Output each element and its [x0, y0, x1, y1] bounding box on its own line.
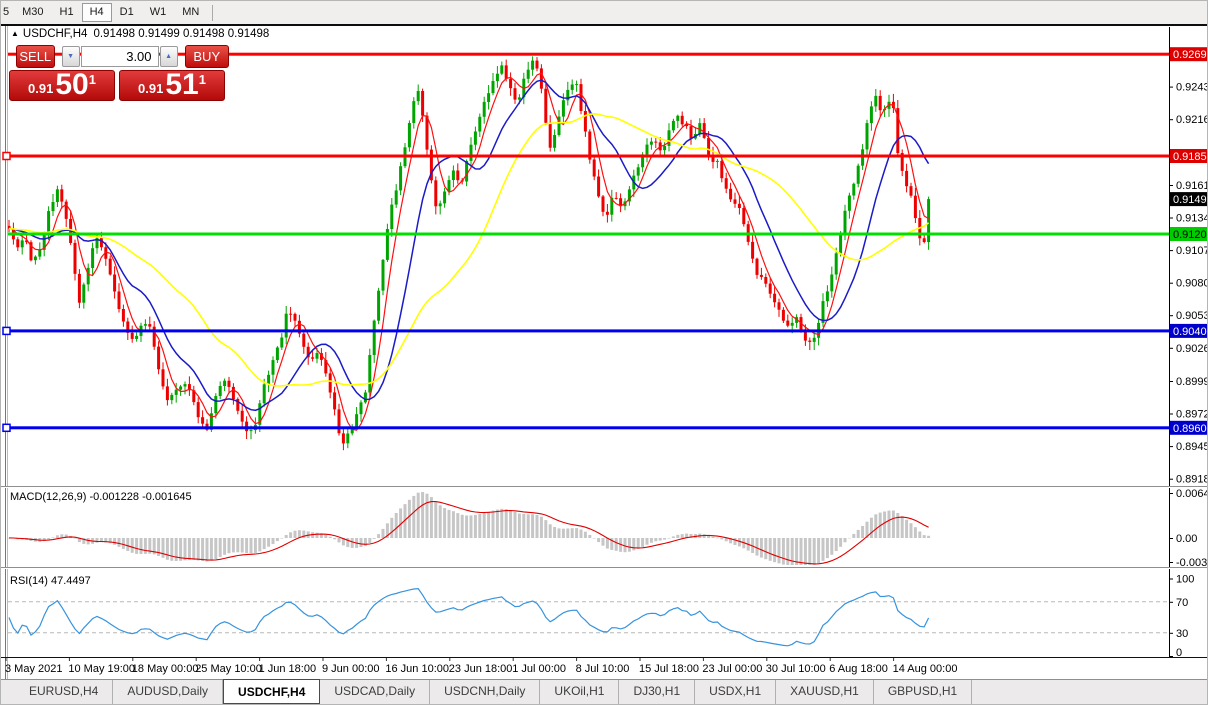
chart-tab-audusd[interactable]: AUDUSD,Daily	[113, 680, 224, 704]
sell-price-big: 50	[55, 68, 89, 101]
chart-window	[1, 24, 1207, 681]
chart-tab-usdcad[interactable]: USDCAD,Daily	[320, 680, 431, 704]
toolbar-separator	[212, 4, 214, 21]
chart-tab-bar: EURUSD,H4 AUDUSD,Daily USDCHF,H4 USDCAD,Dai…	[1, 679, 1207, 704]
buy-button[interactable]: BUY	[184, 45, 229, 68]
symbol-label: USDCHF,H4	[22, 28, 88, 40]
sell-price-sup: 1	[88, 72, 96, 87]
chart-tab-usdx[interactable]: USDX,H1	[695, 680, 777, 704]
collapse-arrow-icon[interactable]: ▲	[11, 29, 19, 38]
timeframe-button-m30[interactable]: M30	[14, 3, 51, 22]
triangle-down-icon: ▼	[67, 53, 74, 60]
chart-title: ▲ USDCHF,H4 0.91498 0.91499 0.91498 0.9149…	[11, 28, 269, 40]
timeframe-toolbar: 5 M30 H1 H4 D1 W1 MN	[1, 1, 1207, 24]
volume-decrease-button[interactable]: ▼	[61, 46, 80, 67]
sell-button[interactable]: SELL	[16, 45, 55, 68]
volume-input[interactable]	[80, 46, 159, 67]
volume-stepper: ▼ ▲	[61, 46, 178, 67]
buy-price-sup: 1	[198, 72, 206, 87]
chart-tab-dj30[interactable]: DJ30,H1	[619, 680, 696, 704]
timeframe-button-w1[interactable]: W1	[142, 3, 175, 22]
sell-price-box[interactable]: 0.91 50 1	[9, 70, 115, 101]
chart-tab-usdcnh[interactable]: USDCNH,Daily	[430, 680, 541, 704]
trade-panel-controls: SELL ▼ ▲ BUY	[16, 45, 229, 68]
timeframe-button-5[interactable]: 5	[1, 3, 14, 22]
chart-tab-ukoil[interactable]: UKOil,H1	[540, 680, 620, 704]
volume-increase-button[interactable]: ▲	[159, 46, 178, 67]
timeframe-button-mn[interactable]: MN	[174, 3, 207, 22]
buy-price-big: 51	[165, 68, 199, 101]
chart-tab-usdchf[interactable]: USDCHF,H4	[223, 679, 321, 704]
timeframe-button-d1[interactable]: D1	[112, 3, 142, 22]
chart-tab-gbpusd[interactable]: GBPUSD,H1	[874, 680, 973, 704]
ohlc-quotes: 0.91498 0.91499 0.91498 0.91498	[93, 28, 270, 40]
timeframe-button-h4[interactable]: H4	[81, 3, 112, 22]
chart-tab-xauusd[interactable]: XAUUSD,H1	[776, 680, 874, 704]
buy-price-box[interactable]: 0.91 51 1	[119, 70, 225, 101]
chart-tab-eurusd[interactable]: EURUSD,H4	[15, 680, 114, 704]
sell-price-prefix: 0.91	[28, 81, 54, 96]
timeframe-button-h1[interactable]: H1	[52, 3, 82, 22]
trade-panel-prices: 0.91 50 1 0.91 51 1	[9, 70, 229, 101]
buy-price-prefix: 0.91	[138, 81, 164, 96]
triangle-up-icon: ▲	[165, 53, 172, 60]
